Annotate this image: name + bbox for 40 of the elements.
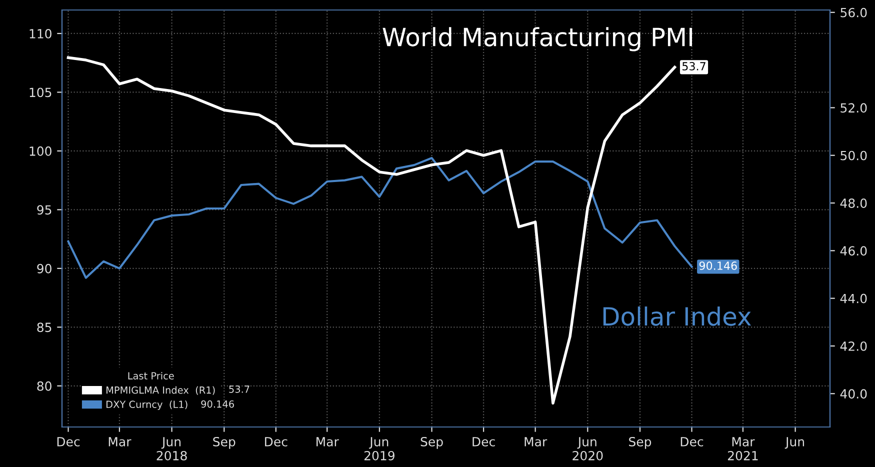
x-tick-label: Sep bbox=[213, 436, 236, 449]
y2-tick-label: 56.0 bbox=[840, 8, 867, 18]
legend-title: Last Price bbox=[128, 372, 174, 380]
y-tick-label: 105 bbox=[30, 88, 52, 98]
y2-tick-label: 42.0 bbox=[840, 341, 867, 351]
y2-tick-label: 48.0 bbox=[840, 198, 867, 208]
y2-tick-label: 46.0 bbox=[840, 246, 867, 256]
line-series bbox=[67, 156, 693, 279]
y-tick-label: 110 bbox=[30, 28, 52, 38]
y-tick-label: 90 bbox=[37, 264, 52, 274]
x-tick-label: Dec bbox=[680, 437, 704, 446]
y-tick-label: 85 bbox=[37, 322, 52, 332]
y2-tick-label: 52.0 bbox=[840, 103, 867, 113]
x-tick-label: Sep bbox=[420, 436, 443, 449]
annotation: World Manufacturing PMI bbox=[382, 27, 692, 52]
x-tick-label: Dec bbox=[472, 437, 495, 446]
x-tick-label: Mar bbox=[108, 437, 132, 446]
data-label: 90.146 bbox=[699, 262, 737, 270]
text: 90.146 bbox=[201, 400, 234, 408]
x-tick-label: Dec bbox=[265, 437, 288, 446]
x-tick-label: Jun bbox=[784, 437, 804, 449]
x-tick-label: Jun 2019 bbox=[364, 437, 394, 460]
x-tick-label: Sep bbox=[629, 436, 652, 449]
x-tick-label: Jun 2020 bbox=[572, 437, 603, 460]
data-label: 53.7 bbox=[682, 62, 706, 70]
y2-tick-label: 44.0 bbox=[840, 294, 867, 304]
annotation: Dollar Index bbox=[603, 306, 751, 326]
y2-tick-label: 50.0 bbox=[840, 150, 867, 160]
legend-label: MPMIGLMA Index (R1) bbox=[106, 386, 215, 395]
x-tick-label: Dec bbox=[57, 437, 80, 446]
x-tick-label: Jun 2018 bbox=[156, 437, 187, 460]
y-tick-label: 95 bbox=[37, 205, 52, 215]
x-tick-label: Mar 2021 bbox=[728, 437, 758, 460]
x-tick-label: Mar bbox=[524, 437, 548, 446]
y2-tick-label: 40.0 bbox=[840, 389, 867, 399]
legend-label: DXY Curncy (L1) bbox=[106, 400, 188, 410]
y-tick-label: 100 bbox=[30, 146, 52, 156]
y-tick-label: 80 bbox=[37, 381, 52, 391]
text: 53.7 bbox=[229, 386, 250, 393]
x-tick-label: Mar bbox=[316, 437, 339, 446]
